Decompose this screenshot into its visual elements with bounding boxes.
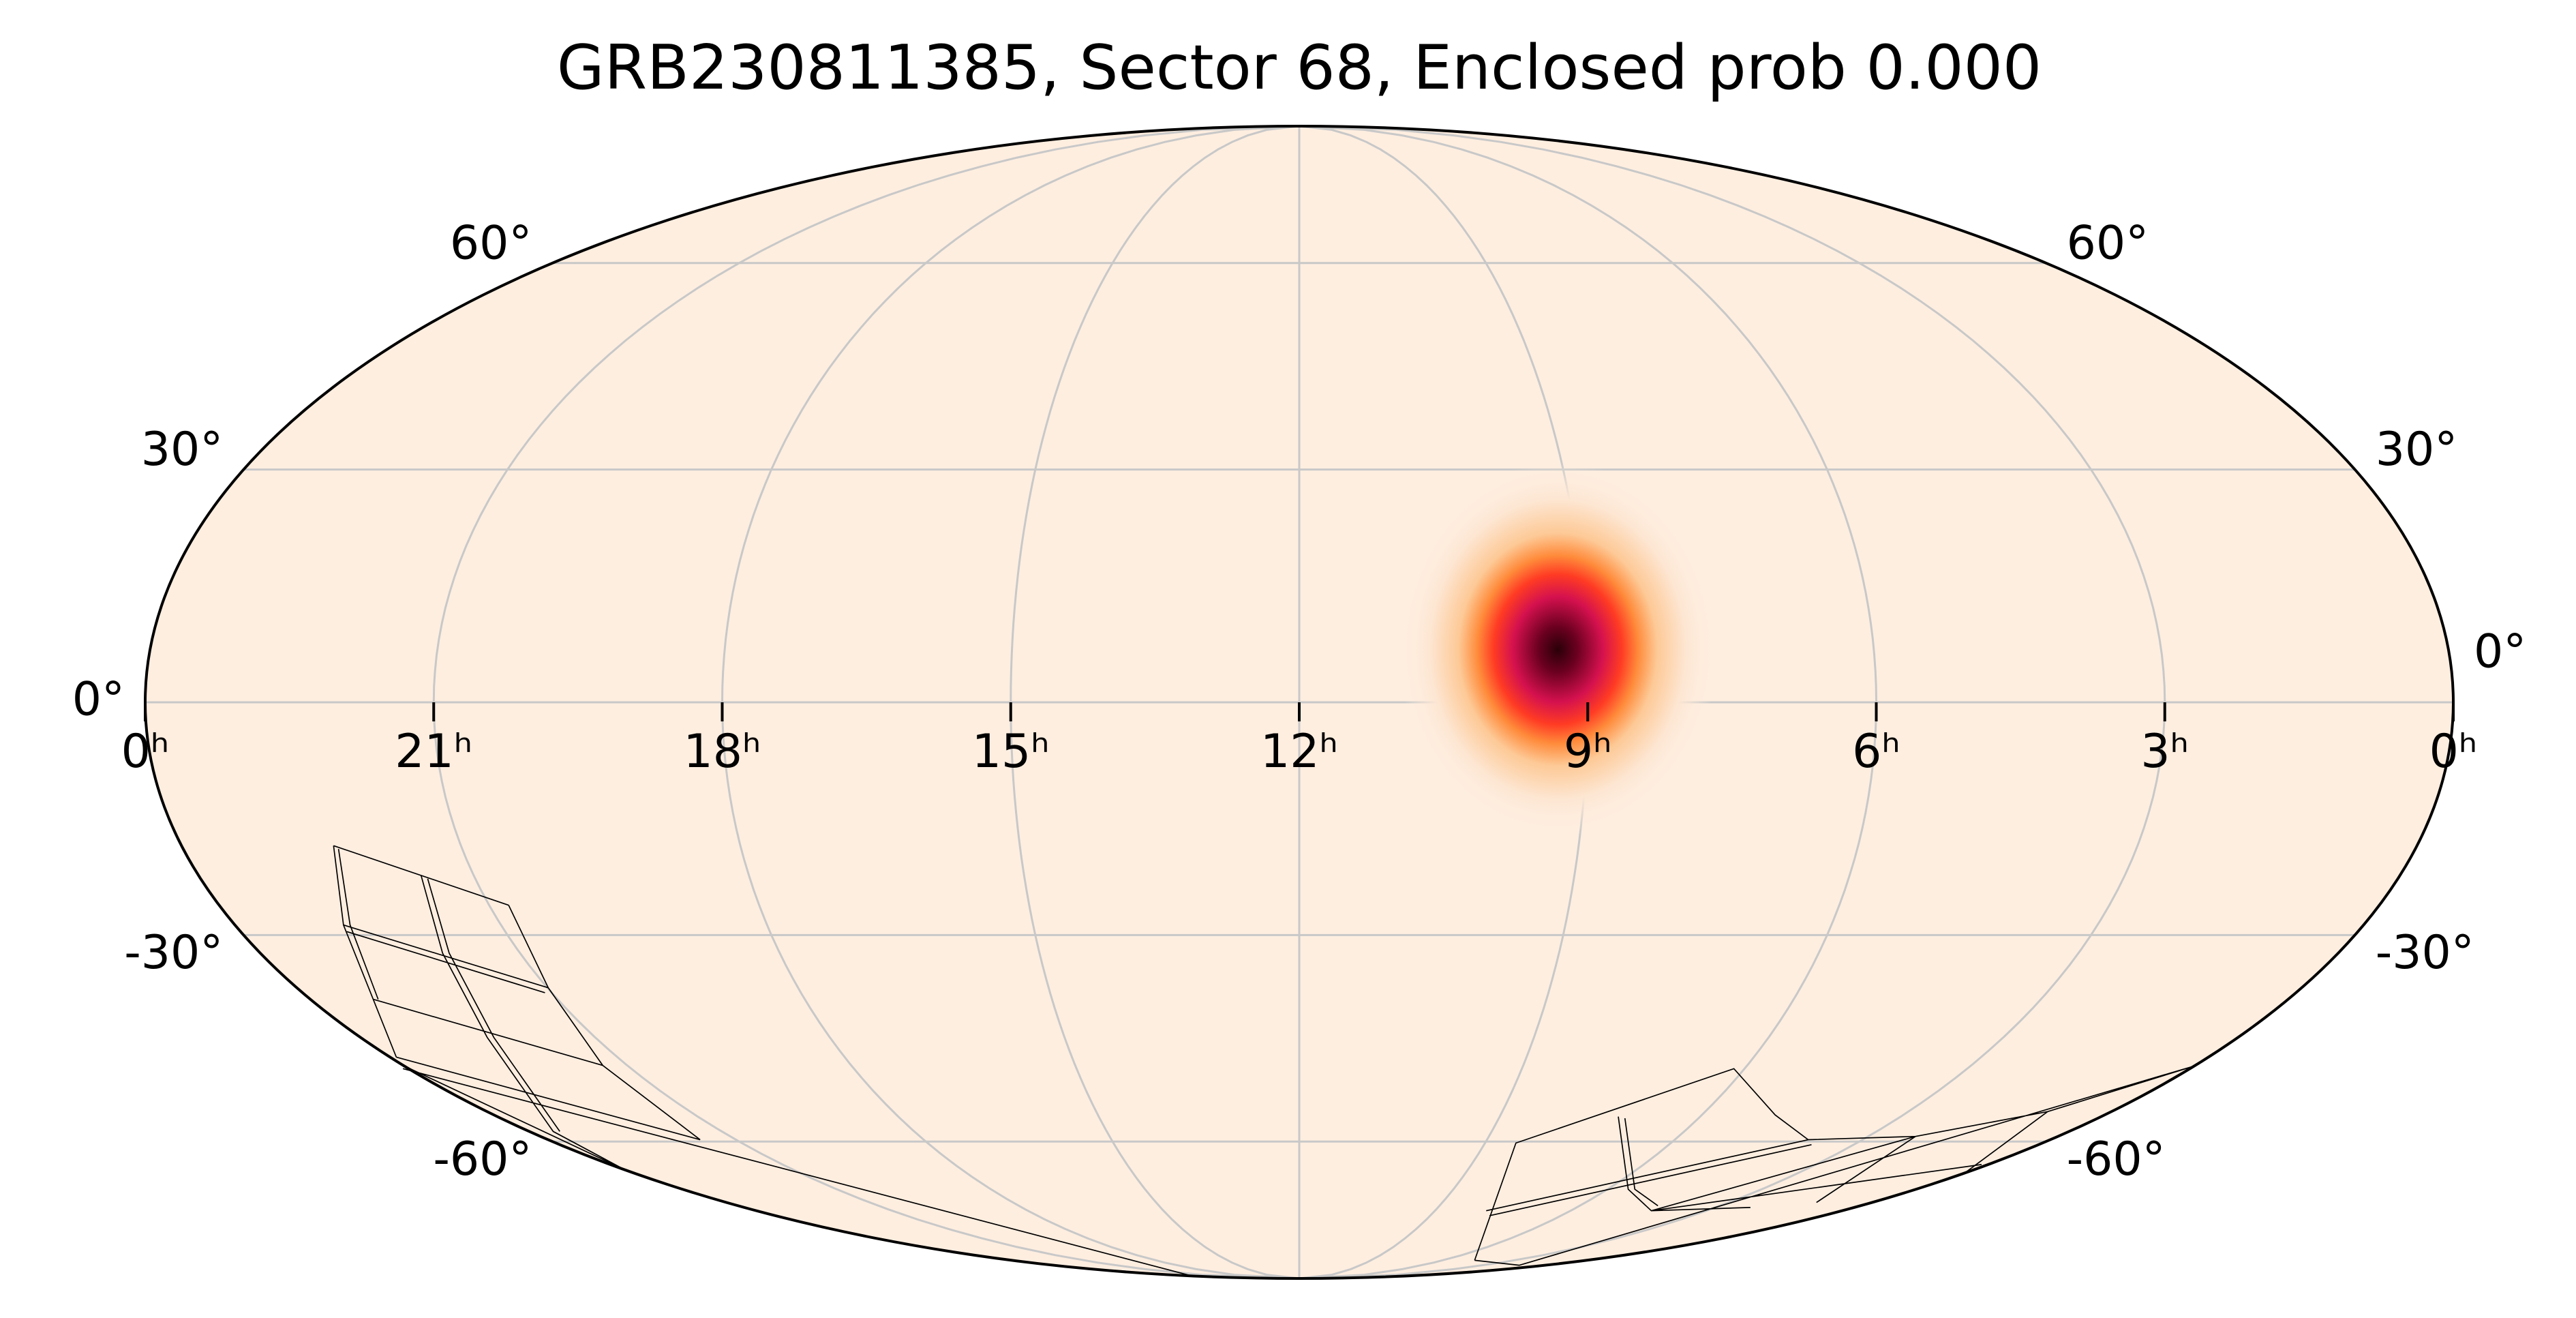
x-tick-label: 21ʰ [395,725,472,779]
x-tick-label: 0ʰ [2429,725,2478,779]
chart-title: GRB230811385, Sector 68, Enclosed prob 0… [557,32,2042,104]
x-tick-label: 3ʰ [2140,725,2189,779]
sector-footprints [333,845,2197,1276]
y-tick-label: -30° [2376,926,2474,980]
tick-labels: 0ʰ 21ʰ 18ʰ 15ʰ 12ʰ 9ʰ 6ʰ 3ʰ 0ʰ -60° -60° -30° -30° 0°… [72,216,2527,1186]
x-tick-label: 9ʰ [1564,725,1612,779]
footprint [1474,1064,2197,1266]
x-tick-label: 0ʰ [121,725,170,779]
x-tick-label: 15ʰ [972,725,1050,779]
y-tick-label: 60° [450,216,532,270]
y-tick-label: 60° [2067,216,2149,270]
y-tick-label: 0° [2474,625,2526,679]
x-tick-label: 18ʰ [683,725,761,779]
y-tick-label: 30° [141,423,224,477]
probability-map [1397,462,1718,837]
y-tick-label: 30° [2376,423,2458,477]
y-tick-label: -30° [124,926,223,980]
y-tick-label: -60° [2067,1133,2166,1186]
probability-peak [1397,462,1718,837]
x-tick-label: 6ʰ [1852,725,1900,779]
footprint [333,845,1189,1276]
y-tick-label: -60° [433,1133,532,1186]
x-tick-label: 12ʰ [1260,725,1338,779]
y-tick-label: 0° [72,673,125,727]
